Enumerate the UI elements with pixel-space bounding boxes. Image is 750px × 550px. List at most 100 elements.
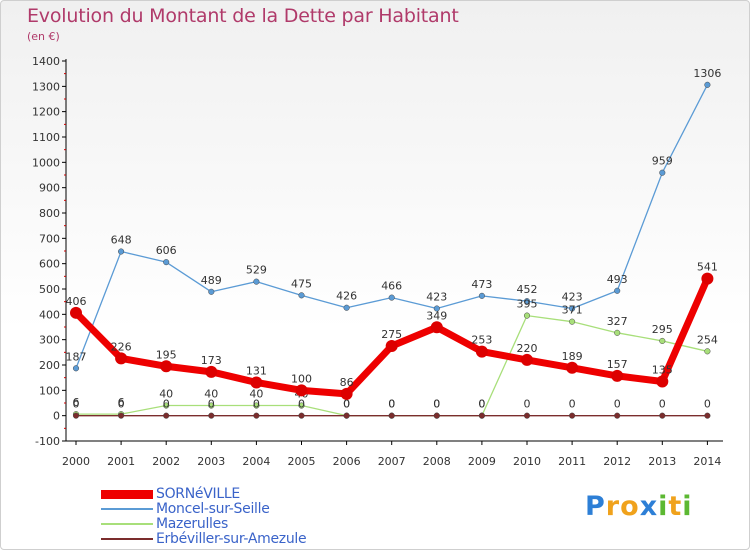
legend-swatch bbox=[101, 489, 153, 499]
data-point bbox=[523, 298, 531, 305]
y-tick-label: 400 bbox=[39, 308, 60, 321]
data-label: 473 bbox=[471, 278, 492, 291]
data-label: 0 bbox=[478, 398, 485, 411]
x-tick-label: 2005 bbox=[288, 455, 316, 468]
logo-letter: i bbox=[682, 491, 693, 522]
data-point bbox=[475, 345, 488, 358]
logo-letter: i bbox=[658, 491, 669, 522]
x-tick-label: 2011 bbox=[558, 455, 586, 468]
data-label: 0 bbox=[73, 398, 80, 411]
data-label: 157 bbox=[607, 358, 628, 371]
data-label: 493 bbox=[607, 273, 628, 286]
data-point bbox=[208, 412, 215, 419]
y-tick-label: 0 bbox=[53, 410, 60, 423]
data-label: 0 bbox=[208, 398, 215, 411]
data-label: 0 bbox=[388, 398, 395, 411]
unit-label: (en €) bbox=[27, 30, 60, 43]
data-label: 648 bbox=[111, 234, 132, 247]
series-SORNéVILLE: 406 226 195 173 131 100 86 275 349 253 220 189 157 13… bbox=[66, 261, 718, 400]
x-tick-label: 2010 bbox=[513, 455, 541, 468]
data-point bbox=[433, 305, 440, 312]
data-label: 529 bbox=[246, 264, 267, 277]
data-point bbox=[250, 376, 263, 389]
data-label: 187 bbox=[66, 350, 87, 363]
y-tick-label: 1400 bbox=[32, 55, 60, 68]
y-tick-label: 200 bbox=[39, 359, 60, 372]
data-label: 0 bbox=[614, 398, 621, 411]
legend-label: Mazerulles bbox=[156, 516, 228, 532]
data-point bbox=[118, 248, 125, 255]
series-Moncel-sur-Seille: 187 648 606 489 529 475 426 466 423 473 452 423 493 9… bbox=[66, 67, 721, 372]
data-label: 0 bbox=[343, 398, 350, 411]
data-point bbox=[163, 402, 170, 409]
logo-letter: t bbox=[668, 491, 683, 522]
data-label: 423 bbox=[426, 291, 447, 304]
data-label: 0 bbox=[524, 398, 531, 411]
data-point bbox=[208, 402, 215, 409]
data-label: 406 bbox=[66, 295, 87, 308]
data-point bbox=[208, 288, 215, 295]
data-label: 395 bbox=[517, 298, 538, 311]
x-tick-label: 2000 bbox=[62, 455, 90, 468]
data-label: 0 bbox=[569, 398, 576, 411]
data-label: 452 bbox=[517, 283, 538, 296]
data-point bbox=[385, 340, 398, 352]
data-point bbox=[614, 287, 621, 294]
data-label: 6 bbox=[73, 396, 80, 409]
data-point bbox=[72, 365, 80, 372]
data-label: 349 bbox=[426, 309, 447, 322]
data-label: 423 bbox=[562, 291, 583, 304]
data-point bbox=[298, 412, 305, 419]
y-tick-label: 300 bbox=[39, 334, 60, 347]
data-point bbox=[701, 272, 714, 285]
data-label: 135 bbox=[652, 363, 673, 376]
data-point bbox=[388, 412, 395, 419]
x-tick-label: 2003 bbox=[197, 455, 225, 468]
data-label: 0 bbox=[433, 398, 440, 411]
data-point bbox=[614, 412, 621, 419]
chart-title: Evolution du Montant de la Dette par Hab… bbox=[27, 5, 459, 27]
data-point bbox=[295, 384, 308, 397]
data-label: 131 bbox=[246, 364, 267, 377]
legend-label: Erbéviller-sur-Amezule bbox=[156, 531, 307, 547]
logo-letter: x bbox=[639, 491, 659, 522]
y-tick-label: 1000 bbox=[32, 156, 60, 169]
x-tick-label: 2007 bbox=[378, 455, 406, 468]
proxiti-logo: Proxiti bbox=[585, 491, 693, 522]
data-label: 40 bbox=[159, 388, 173, 401]
data-label: 189 bbox=[562, 350, 583, 363]
data-label: 86 bbox=[340, 376, 354, 389]
data-point bbox=[163, 412, 170, 419]
data-label: 226 bbox=[111, 340, 132, 353]
data-label: 541 bbox=[697, 261, 718, 274]
data-label: 195 bbox=[156, 348, 177, 361]
data-point bbox=[253, 402, 260, 409]
data-point bbox=[70, 306, 82, 319]
data-label: 173 bbox=[201, 354, 222, 367]
y-tick-label: 800 bbox=[39, 207, 60, 220]
data-label: 327 bbox=[607, 315, 628, 328]
data-label: 253 bbox=[471, 334, 492, 347]
data-label: 489 bbox=[201, 274, 222, 287]
data-point bbox=[72, 412, 80, 419]
legend-item: Moncel-sur-Seille bbox=[101, 501, 270, 517]
data-label: 0 bbox=[433, 398, 440, 411]
data-point bbox=[614, 329, 621, 336]
data-label: 220 bbox=[517, 342, 538, 355]
y-tick-label: 700 bbox=[39, 232, 60, 245]
data-label: 426 bbox=[336, 290, 357, 303]
y-tick-label: 900 bbox=[39, 182, 60, 195]
data-label: 466 bbox=[381, 280, 402, 293]
data-point bbox=[118, 412, 125, 419]
data-label: 40 bbox=[204, 388, 218, 401]
data-point bbox=[160, 360, 173, 373]
data-label: 6 bbox=[118, 396, 125, 409]
data-point bbox=[205, 365, 218, 378]
x-tick-label: 2012 bbox=[603, 455, 631, 468]
legend-item: SORNéVILLE bbox=[101, 486, 240, 502]
data-label: 0 bbox=[478, 398, 485, 411]
y-tick-label: 500 bbox=[39, 283, 60, 296]
data-point bbox=[298, 402, 305, 409]
data-point bbox=[659, 337, 666, 344]
